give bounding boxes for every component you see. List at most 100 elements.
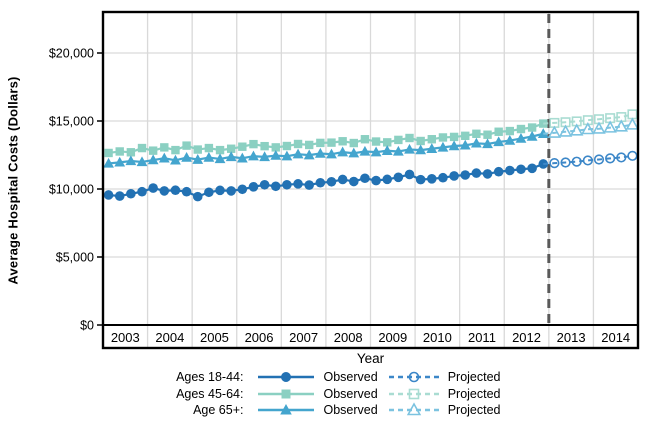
marker-square (505, 126, 515, 136)
marker-circle (126, 188, 136, 199)
marker-triangle (426, 143, 438, 153)
marker-circle (438, 172, 448, 183)
legend-series-label: Ages 18-44: (176, 370, 244, 385)
marker-triangle (515, 132, 527, 143)
marker-triangle (248, 150, 259, 161)
marker-circle (103, 190, 114, 200)
legend-observed-label: Observed (323, 370, 378, 385)
marker-triangle (292, 148, 304, 159)
marker-triangle (370, 146, 382, 157)
year-label: 2008 (334, 330, 363, 345)
series-line-projected (543, 154, 633, 165)
marker-triangle (158, 152, 170, 163)
y-tick-label: $20,000 (49, 47, 94, 61)
marker-triangle (381, 145, 393, 155)
marker-square (516, 124, 526, 134)
marker-square (104, 148, 113, 158)
marker-triangle (114, 156, 126, 167)
marker-triangle (625, 117, 640, 130)
marker-square (483, 130, 492, 139)
year-label: 2007 (289, 330, 318, 345)
marker-square (148, 146, 158, 155)
marker-square (427, 135, 437, 144)
marker-circle (460, 170, 471, 180)
marker-triangle (348, 147, 360, 158)
marker-circle (471, 168, 482, 178)
year-label: 2005 (200, 330, 229, 345)
marker-triangle (203, 151, 215, 162)
marker-circle (181, 186, 192, 197)
y-tick-label: $15,000 (49, 115, 94, 129)
marker-circle (270, 181, 281, 192)
legend-series-label: Ages 45-64: (176, 386, 244, 401)
marker-circle (148, 183, 158, 193)
marker-square (316, 138, 325, 148)
marker-square (304, 140, 314, 150)
marker-circle (415, 174, 426, 185)
marker-triangle (147, 154, 159, 165)
legend-observed-swatch (258, 372, 315, 383)
legend-series-label: Age 65+: (193, 403, 244, 418)
marker-square (204, 143, 214, 153)
marker-square (405, 133, 414, 143)
marker-square (494, 127, 503, 136)
marker-triangle (270, 149, 282, 160)
marker-triangle (326, 148, 337, 159)
marker-square (349, 138, 358, 148)
marker-square (249, 139, 258, 149)
marker-triangle (459, 139, 471, 150)
marker-circle (137, 186, 147, 197)
marker-circle (449, 171, 459, 181)
marker-triangle (170, 154, 181, 165)
marker-square (371, 137, 381, 146)
legend-observed-swatch (258, 404, 315, 415)
marker-square (627, 109, 638, 120)
marker-triangle (136, 156, 148, 167)
year-label: 2009 (378, 330, 407, 345)
marker-triangle (482, 138, 493, 149)
marker-circle (282, 179, 292, 190)
marker-circle (159, 186, 170, 196)
marker-triangle (526, 130, 538, 141)
marker-square (182, 141, 191, 150)
legend-projected-swatch (388, 388, 439, 400)
marker-square (327, 138, 336, 147)
y-axis-title: Average Hospital Costs (Dollars) (5, 76, 21, 285)
marker-triangle (437, 141, 449, 152)
legend-observed-label: Observed (323, 386, 378, 401)
series-line-observed (108, 132, 544, 165)
marker-triangle (314, 147, 326, 158)
marker-triangle (303, 149, 315, 160)
series-line-projected (543, 123, 633, 135)
marker-circle (516, 164, 526, 175)
marker-triangle (103, 157, 114, 168)
marker-circle (237, 184, 248, 195)
marker-circle (170, 185, 181, 196)
legend-observed-swatch (258, 389, 315, 399)
marker-square (394, 135, 403, 145)
marker-circle (293, 179, 303, 189)
marker-square (527, 123, 537, 132)
legend-row-age-65-plus: Age 65+: Observed Projected (0, 402, 648, 419)
marker-circle (337, 174, 348, 185)
marker-triangle (214, 153, 226, 164)
legend-marker-square (281, 389, 291, 399)
marker-triangle (493, 136, 505, 147)
legend-projected-label: Projected (447, 370, 501, 385)
marker-square (449, 132, 459, 142)
marker-square (282, 141, 292, 151)
marker-circle (114, 191, 125, 201)
marker-circle (259, 179, 270, 190)
legend-projected-swatch (388, 402, 439, 416)
marker-square (338, 137, 347, 146)
marker-triangle (225, 151, 237, 162)
marker-circle (505, 165, 515, 176)
marker-triangle (281, 150, 293, 161)
marker-square (126, 148, 136, 157)
x-axis-title: Year (356, 351, 385, 366)
marker-circle (192, 191, 203, 202)
marker-square (260, 141, 269, 151)
series-line-observed (108, 122, 544, 155)
chart-legend: Ages 18-44: Observed Projected Ages 45-6… (0, 369, 648, 419)
marker-square (293, 139, 303, 149)
